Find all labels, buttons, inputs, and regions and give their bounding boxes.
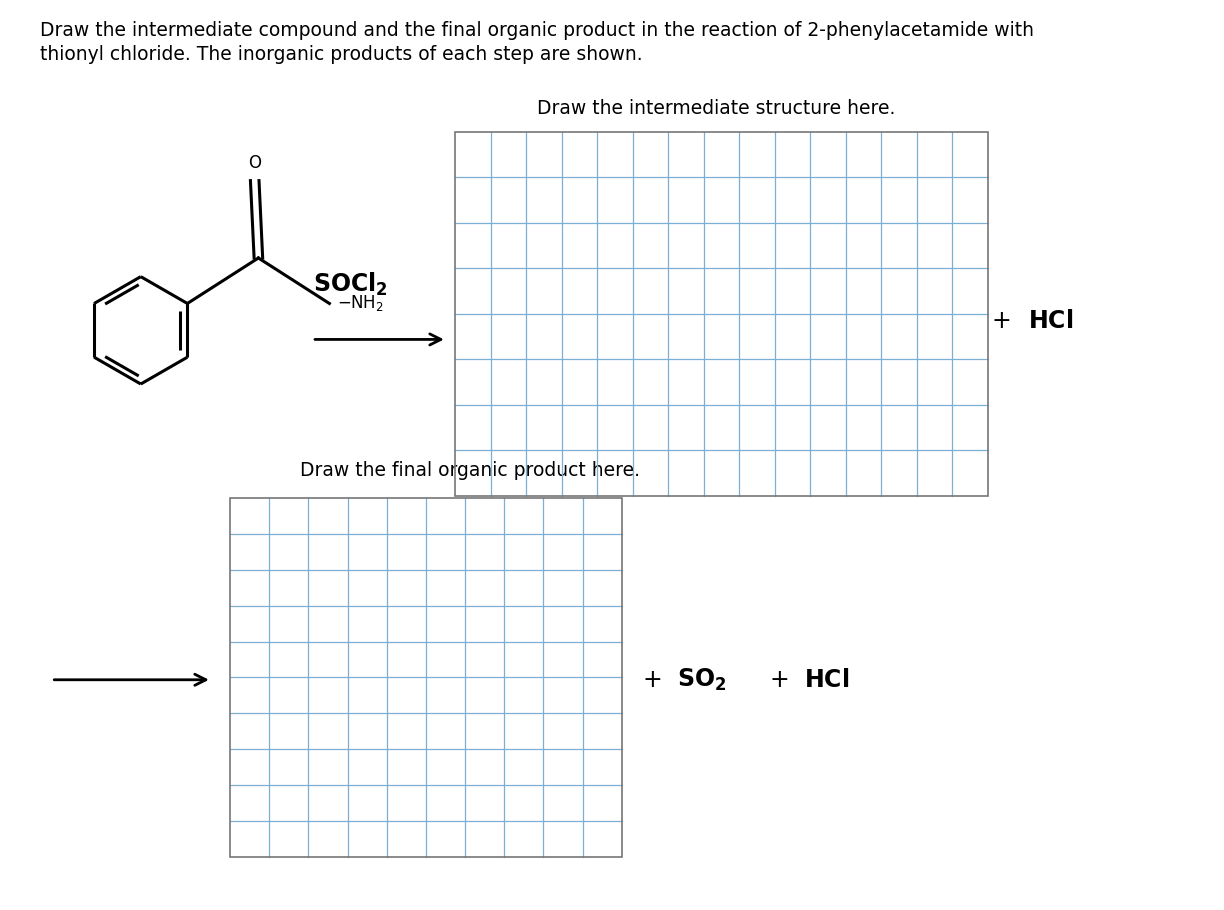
Text: $\mathbf{HCl}$: $\mathbf{HCl}$	[804, 668, 849, 692]
Text: thionyl chloride. The inorganic products of each step are shown.: thionyl chloride. The inorganic products…	[40, 46, 643, 65]
Text: Draw the final organic product here.: Draw the final organic product here.	[300, 461, 640, 480]
Text: $\mathbf{SO_2}$: $\mathbf{SO_2}$	[677, 667, 726, 693]
Text: +: +	[770, 668, 789, 692]
Bar	[230, 498, 622, 857]
Bar	[455, 132, 988, 496]
Text: +: +	[991, 309, 1011, 333]
Text: $\mathbf{HCl}$: $\mathbf{HCl}$	[1028, 309, 1073, 333]
Text: Draw the intermediate compound and the final organic product in the reaction of : Draw the intermediate compound and the f…	[40, 21, 1034, 40]
Bar	[230, 498, 622, 857]
Text: Draw the intermediate structure here.: Draw the intermediate structure here.	[537, 99, 895, 118]
Text: $\mathbf{SOCl_2}$: $\mathbf{SOCl_2}$	[312, 271, 388, 298]
Text: +: +	[643, 668, 662, 692]
Text: $-$NH$_2$: $-$NH$_2$	[337, 294, 383, 313]
Text: O: O	[248, 154, 261, 171]
Bar	[455, 132, 988, 496]
